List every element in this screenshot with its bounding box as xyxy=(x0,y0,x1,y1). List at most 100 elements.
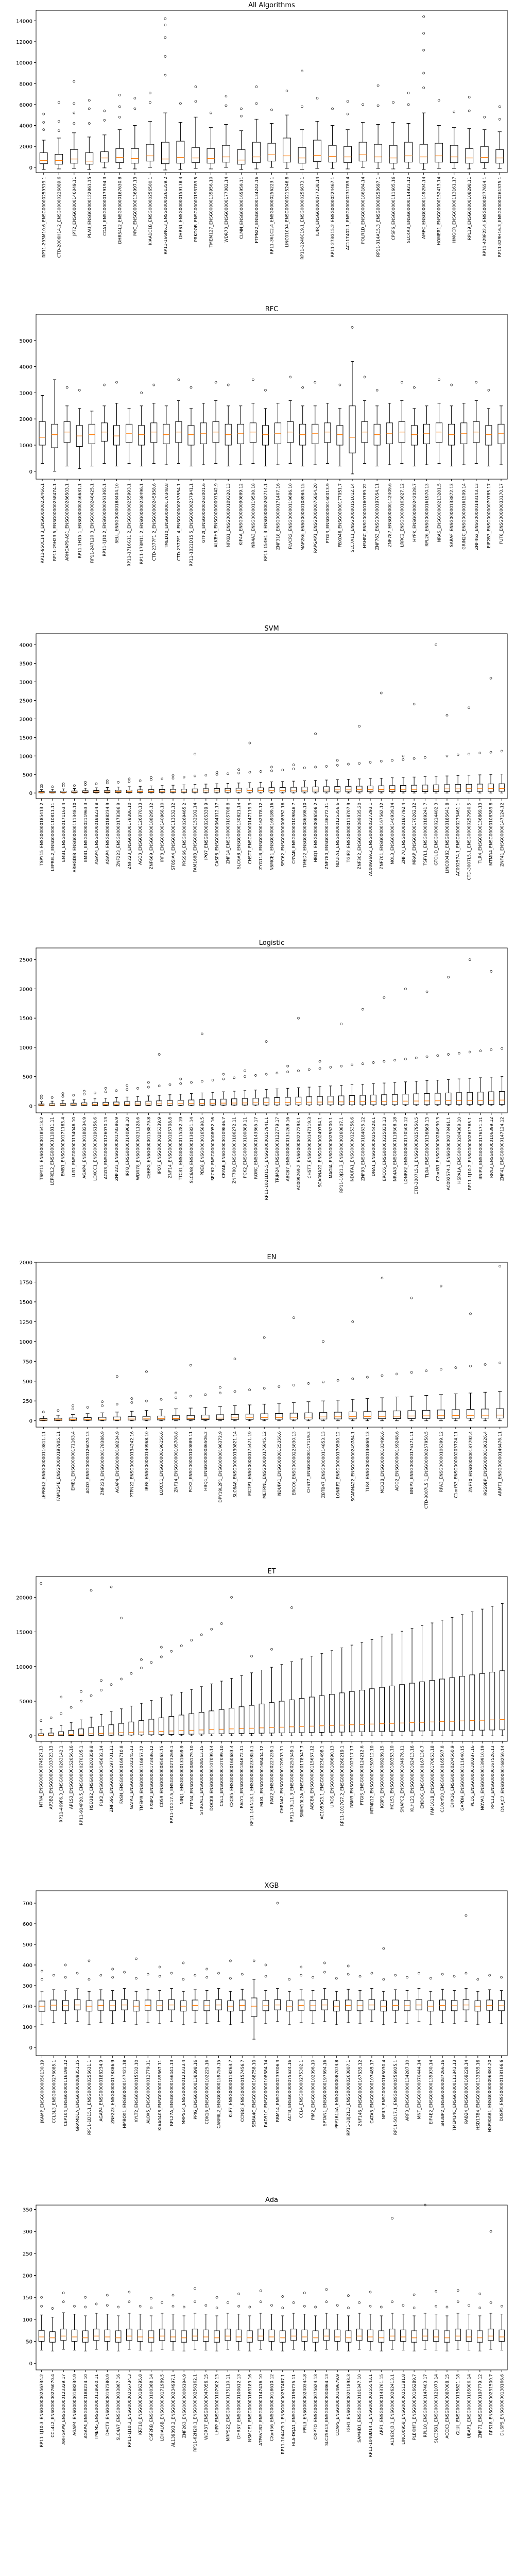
box-body xyxy=(369,1688,375,1732)
x-tick-label: HSHRC_ENSG00000160789.22 xyxy=(362,483,367,548)
outlier-point xyxy=(136,1087,139,1090)
outlier-point xyxy=(290,1606,293,1609)
outlier-point xyxy=(468,2304,470,2307)
outlier-point xyxy=(351,1320,354,1323)
box-body xyxy=(410,425,418,446)
outlier-point xyxy=(222,1073,225,1076)
box-body xyxy=(130,148,139,164)
outlier-point xyxy=(130,1397,133,1400)
x-tick-label: HSD17B4_ENSG00000133835.16 xyxy=(475,2060,480,2130)
outlier-point xyxy=(118,105,121,108)
x-tick-label: DPY19L2P1_ENSG00000196372.9 xyxy=(217,1431,222,1502)
outlier-point xyxy=(130,1672,133,1675)
outlier-point xyxy=(40,1097,43,1099)
x-tick-label: RP11-1D15.1_ENSG00000256631.1 xyxy=(87,2060,92,2135)
box-body xyxy=(218,1709,225,1734)
box-body xyxy=(214,2330,220,2343)
x-tick-label: CTD-2377F1.4_ENSG00000253554.1 xyxy=(176,483,181,561)
box-38 xyxy=(445,976,452,1106)
outlier-point xyxy=(300,1965,303,1969)
outlier-point xyxy=(301,105,303,108)
outlier-point xyxy=(439,1284,442,1287)
x-tick-label: AGO3_ENSG00000126070.13 xyxy=(85,1431,90,1494)
box-body xyxy=(496,1408,504,1418)
outlier-point xyxy=(104,1090,107,1093)
x-tick-label: ZNF93_ENSG00000184635.12 xyxy=(360,1117,365,1181)
outlier-point xyxy=(190,1081,193,1084)
x-tick-label: RPA3_ENSG00000106399.12 xyxy=(489,1117,494,1178)
box-27 xyxy=(328,1066,334,1106)
outlier-point xyxy=(413,2293,416,2296)
box-15 xyxy=(215,1972,222,2022)
outlier-point xyxy=(456,2289,459,2292)
box-7 xyxy=(142,1370,151,1421)
x-tick-label: GATA1_ENSG00000102145.13 xyxy=(129,1745,134,1809)
x-tick-label: PRSS66_ENSG00000269465.2 xyxy=(181,803,186,866)
box-27 xyxy=(437,1284,445,1421)
x-tick-label: ARF3_ENSG00000134287.10 xyxy=(405,2060,410,2121)
outlier-point xyxy=(413,2307,416,2310)
box-body xyxy=(452,1409,460,1419)
outlier-point xyxy=(465,1914,468,1917)
x-tick-label: PDE8_ENSG00000165898.5 xyxy=(199,1117,204,1176)
box-13 xyxy=(192,1974,199,2023)
box-body xyxy=(435,143,443,163)
x-tick-label: CXCR5_ENSG00000160683.4 xyxy=(229,1745,234,1807)
x-tick-label: NDUFA1_ENSG00000125356.6 xyxy=(277,1431,282,1496)
box-body xyxy=(171,1415,180,1420)
box-body xyxy=(367,786,373,792)
x-tick-label: CRYAB_ENSG00000109846.7 xyxy=(291,803,296,864)
box-body xyxy=(334,1412,342,1419)
outlier-point xyxy=(200,1633,203,1636)
x-tick-label: POLR1D_ENSG00000186184.14 xyxy=(360,177,366,244)
outlier-point xyxy=(194,2287,196,2290)
x-tick-label: EIF4E2_ENSG00000135930.14 xyxy=(428,2060,433,2124)
outlier-point xyxy=(252,1959,255,1962)
x-tick-label: SEC62_ENSG00000008952.16 xyxy=(280,803,285,867)
x-tick-label: AGAP4_ENSG00000188234.9 xyxy=(72,2374,77,2436)
outlier-point xyxy=(227,772,229,775)
box-2 xyxy=(58,1696,64,1736)
x-tick-label: MTMR4_ENSG00000108389.8 xyxy=(488,803,493,866)
box-body xyxy=(359,1095,366,1105)
box-body xyxy=(363,1411,372,1419)
outlier-point xyxy=(182,1961,185,1964)
outlier-point xyxy=(340,1064,343,1067)
x-tick-label: IL4R_ENSG00000077238.14 xyxy=(315,177,320,236)
box-body xyxy=(499,1670,505,1731)
y-tick-label: 8000 xyxy=(20,81,32,87)
box-42 xyxy=(459,1614,465,1736)
box-body xyxy=(301,2329,308,2342)
x-tick-label: FLVCR2_ENSG00000119686.10 xyxy=(288,483,293,549)
x-tick-label: CDK16_ENSG00000102225.16 xyxy=(204,2060,210,2124)
box-20 xyxy=(274,1902,281,2022)
outlier-point xyxy=(194,2300,196,2303)
outlier-point xyxy=(194,100,197,103)
outlier-point xyxy=(325,765,328,768)
box-35 xyxy=(389,1634,395,1736)
box-body xyxy=(495,149,504,164)
box-42 xyxy=(499,2304,505,2351)
x-tick-label: CHST7_ENSG00000147119.3 xyxy=(306,1117,312,1178)
y-tick-label: 0 xyxy=(29,2361,32,2367)
y-tick-label: 1000 xyxy=(20,443,32,449)
outlier-point xyxy=(351,326,354,329)
outlier-point xyxy=(437,99,440,102)
box-body xyxy=(312,2330,319,2343)
box-13 xyxy=(181,2306,187,2351)
x-tick-label: ALKBH5_ENSG00000091542.9 xyxy=(213,483,218,548)
y-tick-label: 2000 xyxy=(20,417,32,422)
x-tick-label: HSD3B2_ENSG00000203859.8 xyxy=(89,1745,94,1810)
outlier-point xyxy=(402,754,405,757)
x-tick-label: ABCB6_ENSG00000115657.12 xyxy=(309,1745,314,1810)
x-tick-label: RP11-314A15.3_ENSG00000250697.1 xyxy=(375,177,381,257)
outlier-point xyxy=(194,753,196,756)
x-tick-label: DNA1_ENSG00000254428.1 xyxy=(371,1117,376,1176)
box-3 xyxy=(71,2304,78,2351)
box-23 xyxy=(284,1064,291,1106)
x-tick-label: MNT_ENSG00000070444.14 xyxy=(416,2060,421,2119)
outlier-point xyxy=(118,115,121,118)
x-tick-label: CHRNA2_ENSG00000120903.11 xyxy=(279,1745,284,1814)
box-body xyxy=(488,784,494,792)
box-14 xyxy=(192,2287,198,2350)
